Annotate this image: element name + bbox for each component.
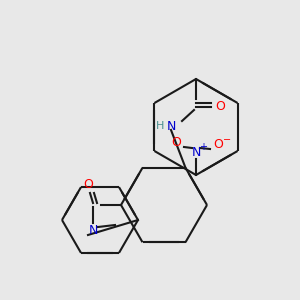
Text: H: H: [156, 121, 164, 131]
Text: N: N: [88, 224, 98, 238]
Text: O: O: [213, 139, 223, 152]
Text: O: O: [83, 178, 93, 191]
Text: +: +: [199, 142, 207, 152]
Text: O: O: [215, 100, 225, 113]
Text: N: N: [191, 146, 201, 160]
Text: N: N: [166, 119, 176, 133]
Text: −: −: [223, 135, 231, 145]
Text: O: O: [171, 136, 181, 149]
